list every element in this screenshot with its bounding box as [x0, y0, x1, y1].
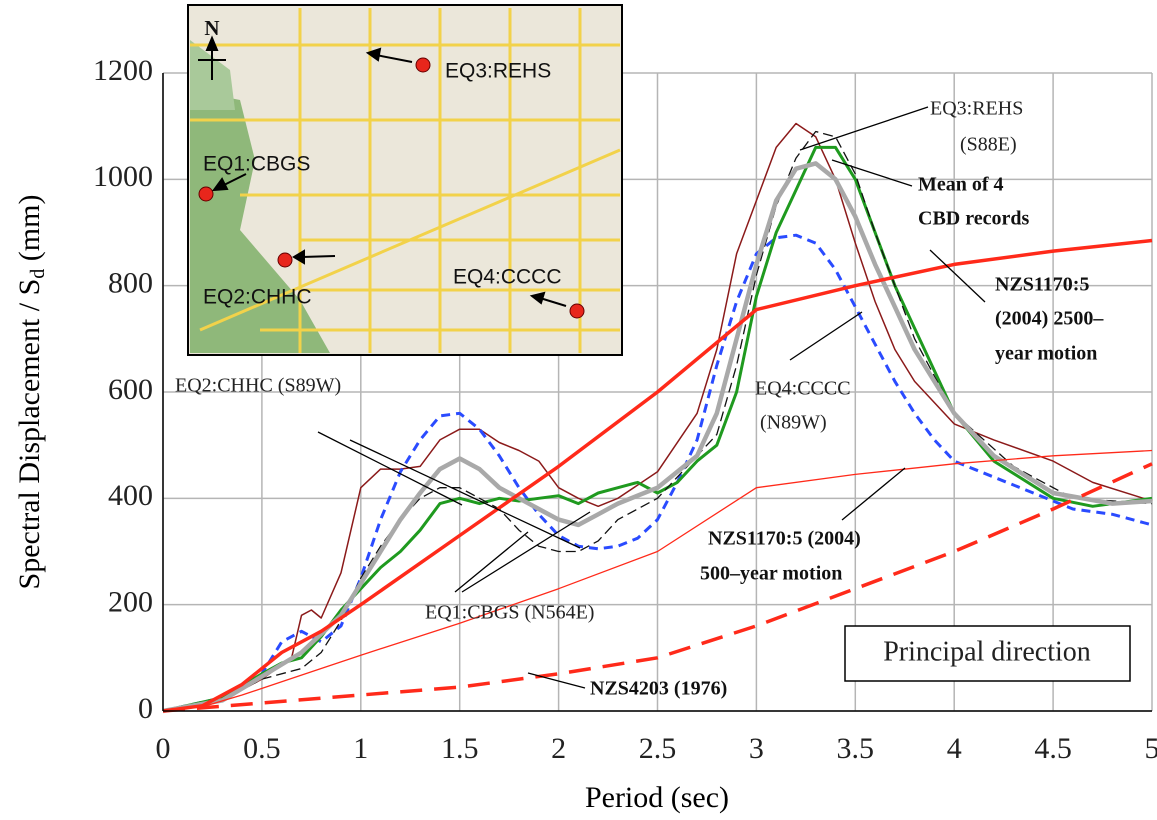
y-title-sub: d: [27, 269, 49, 279]
x-tick-label: 3.5: [837, 732, 875, 765]
chart: Period (sec) Spectral Displacement / Sd …: [0, 0, 1157, 820]
y-tick-label: 1000: [93, 160, 153, 193]
y-title-main: Spectral Displacement / S: [13, 279, 46, 590]
annotation: year motion: [995, 343, 1097, 365]
x-tick-label: 0: [156, 732, 171, 765]
y-title-end: (mm): [13, 195, 46, 269]
annotation: Principal direction: [883, 636, 1091, 667]
north-label: N: [204, 16, 219, 40]
annotation: (N89W): [760, 412, 827, 434]
x-tick-label: 5: [1145, 732, 1157, 765]
x-tick-label: 0.5: [243, 732, 281, 765]
annotation: NZS4203 (1976): [590, 678, 727, 700]
x-tick-label: 3: [749, 732, 764, 765]
y-tick-label: 200: [108, 586, 153, 619]
leader: [790, 312, 862, 360]
station-label: EQ4:CCCC: [453, 266, 562, 289]
annotation: 500–year motion: [700, 563, 842, 585]
annotation: EQ2:CHHC (S89W): [175, 375, 341, 397]
x-tick-label: 2.5: [639, 732, 677, 765]
station-label: EQ1:CBGS: [203, 153, 310, 176]
leader: [832, 160, 912, 186]
annotation: Mean of 4: [918, 174, 1004, 196]
x-axis-title: Period (sec): [585, 781, 729, 814]
annotation: (S88E): [960, 134, 1017, 156]
leader: [800, 107, 928, 150]
annotation: CBD records: [918, 208, 1029, 230]
annotation: NZS1170:5 (2004): [708, 528, 861, 550]
y-tick-label: 400: [108, 479, 153, 512]
annotation: NZS1170:5: [995, 274, 1089, 296]
x-tick-label: 4.5: [1034, 732, 1072, 765]
annotation: EQ1:CBGS (N564E): [425, 602, 594, 624]
leader: [318, 432, 580, 548]
x-tick-label: 4: [947, 732, 962, 765]
y-tick-label: 800: [108, 267, 153, 300]
leader: [930, 250, 985, 302]
y-tick-label: 0: [138, 692, 153, 725]
y-axis-title: Spectral Displacement / Sd (mm): [13, 195, 49, 590]
x-tick-label: 1.5: [441, 732, 479, 765]
annotation: (2004) 2500–: [995, 308, 1104, 330]
annotation: EQ4:CCCC: [755, 378, 851, 400]
y-tick-label: 1200: [93, 54, 153, 87]
station-label: EQ2:CHHC: [203, 286, 312, 309]
leader: [842, 468, 905, 520]
annotation: EQ3:REHS: [930, 98, 1023, 120]
y-tick-label: 600: [108, 373, 153, 406]
inset-map: N EQ3:REHS EQ1:CBGS EQ2:CHHC EQ4:CCCC: [188, 5, 622, 355]
station-label: EQ3:REHS: [445, 60, 551, 83]
x-tick-label: 2: [551, 732, 566, 765]
x-tick-label: 1: [353, 732, 368, 765]
